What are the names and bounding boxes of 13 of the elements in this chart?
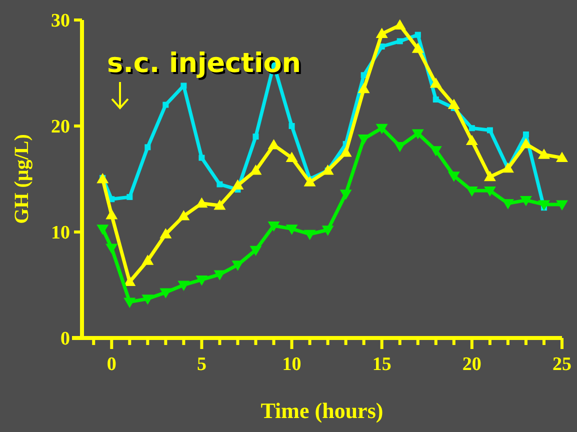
x-axis-title: Time (hours) [260, 398, 384, 423]
x-tick-label: 25 [552, 354, 572, 375]
x-tick-label: 5 [196, 354, 206, 375]
y-tick-label: 30 [51, 10, 70, 32]
annotation: s.c. injection [109, 50, 303, 81]
y-tick-label: 10 [51, 222, 70, 244]
x-tick-label: 10 [282, 354, 302, 375]
x-tick-label: 15 [372, 354, 392, 375]
x-tick-label: 0 [106, 354, 116, 375]
y-axis-title: GH (µg/L) [11, 134, 33, 224]
y-tick-label: 0 [60, 328, 70, 350]
x-tick-label: 20 [462, 354, 482, 375]
y-tick-label: 20 [51, 116, 70, 138]
